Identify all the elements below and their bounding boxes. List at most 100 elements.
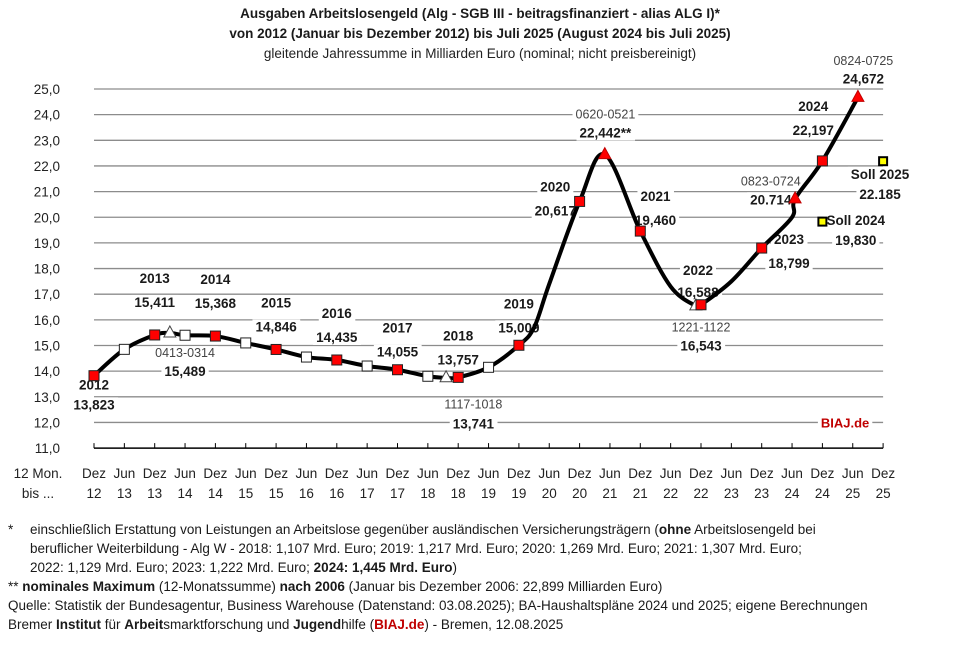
y-tick-label: 22,0: [34, 159, 60, 174]
x-tick-label-month: Dez: [264, 466, 288, 481]
annual-marker: [695, 299, 707, 311]
x-tick-label-year: 16: [299, 486, 314, 501]
target-marker: [878, 156, 889, 167]
annual-value-label: 14,435: [316, 330, 358, 345]
y-tick-label: 14,0: [34, 364, 60, 379]
x-tick-label-month: Dez: [568, 466, 592, 481]
label-background: [440, 328, 477, 344]
x-tick-label-month: Jun: [538, 466, 560, 481]
label-background: [313, 329, 361, 345]
y-tick-label: 20,0: [34, 210, 60, 225]
annual-year-label: 2019: [504, 296, 534, 311]
chart-title: Ausgaben Arbeitslosengeld (Alg - SGB III…: [240, 6, 720, 21]
x-tick-label-month: Jun: [113, 466, 135, 481]
annual-value-label: 18,799: [768, 256, 809, 271]
annual-marker: [634, 225, 646, 237]
extreme-value-label: 24,672: [843, 72, 884, 87]
midyear-marker: [179, 329, 191, 341]
extreme-period-label: 0620-0521: [576, 108, 636, 122]
annual-year-label: 2016: [322, 306, 353, 321]
x-tick-label-month: Jun: [781, 466, 803, 481]
annual-value-label: 13,823: [73, 397, 115, 412]
x-tick-label-year: 24: [815, 486, 831, 501]
x-tick-label-month: Jun: [660, 466, 682, 481]
label-background: [572, 107, 639, 122]
x-tick-label-month: Jun: [235, 466, 257, 481]
label-background: [795, 98, 832, 114]
midyear-marker: [300, 351, 312, 363]
label-background: [856, 186, 905, 202]
midyear-marker: [483, 361, 495, 373]
x-tick-label-year: 24: [785, 486, 801, 501]
label-background: [576, 125, 636, 141]
label-background: [637, 189, 674, 205]
extreme-marker: [788, 190, 802, 204]
x-tick-label-year: 18: [420, 486, 435, 501]
label-background: [70, 397, 119, 413]
label-background: [500, 296, 537, 312]
x-tick-label-year: 13: [117, 486, 132, 501]
x-tick-label-month: Dez: [82, 466, 106, 481]
x-tick-label-year: 20: [542, 486, 557, 501]
x-tick-label-month: Jun: [417, 466, 439, 481]
x-tick-label-year: 13: [147, 486, 162, 501]
y-tick-label: 19,0: [34, 236, 60, 251]
extreme-period-label: 1117-1018: [444, 397, 502, 411]
annual-value-label: 13,757: [438, 352, 479, 367]
annual-year-label: 2012: [79, 377, 109, 392]
x-tick-label-year: 15: [238, 486, 253, 501]
credit-line: Bremer Institut für Arbeitsmarktforschun…: [8, 617, 564, 632]
x-tick-label-month: Jun: [174, 466, 196, 481]
x-tick-label-month: Jun: [842, 466, 864, 481]
annual-year-label: 2020: [540, 179, 570, 194]
x-tick-label-month: Jun: [599, 466, 621, 481]
x-tick-label-month: Dez: [203, 466, 227, 481]
x-tick-label-year: 12: [86, 486, 101, 501]
x-tick-label-year: 15: [269, 486, 284, 501]
x-tick-label-year: 19: [511, 486, 526, 501]
biaj-link[interactable]: BIAJ.de: [374, 617, 425, 632]
x-tick-label-month: Dez: [325, 466, 349, 481]
label-background: [252, 319, 301, 335]
label-background: [737, 174, 804, 189]
label-background: [677, 338, 726, 354]
y-tick-label: 15,0: [34, 339, 60, 354]
x-tick-label-month: Jun: [356, 466, 378, 481]
annual-marker: [392, 364, 403, 376]
extreme-value-label: 15,489: [164, 364, 205, 379]
y-tick-label: 24,0: [34, 108, 60, 123]
annual-marker: [513, 339, 525, 351]
extreme-marker: [597, 146, 612, 160]
x-tick-label-year: 21: [602, 486, 617, 501]
x-tick-label-month: Dez: [385, 466, 409, 481]
y-axis-ticks: 11,0 12,0 13,0 14,0 15,0 16,0 17,0 18,0 19,0 20,0…: [34, 82, 60, 456]
x-tick-label-year: 16: [329, 486, 344, 501]
x-axis-label-2: bis ...: [22, 486, 54, 501]
annual-year-label: 2018: [443, 328, 474, 343]
target-marker: [817, 216, 828, 227]
y-tick-label: 18,0: [34, 262, 60, 277]
y-tick-label: 17,0: [34, 287, 60, 302]
label-background: [531, 203, 579, 219]
x-tick-label-month: Jun: [720, 466, 742, 481]
x-tick-label-month: Jun: [296, 466, 318, 481]
target-value-label: 22.185: [859, 187, 901, 202]
x-tick-label-year: 21: [633, 486, 648, 501]
extreme-marker: [851, 89, 865, 102]
x-tick-label-month: Jun: [478, 466, 500, 481]
x-axis: Dez 12 Jun 13 Dez 13 Jun 14 Dez 14 Jun 15 Dez 15 Jun 16…: [14, 443, 895, 501]
extreme-value-label: 20.714: [750, 192, 792, 207]
x-tick-label-year: 14: [178, 486, 194, 501]
extreme-marker: [439, 369, 453, 383]
extreme-period-label: 0824-0725: [833, 54, 893, 68]
annual-marker: [756, 242, 768, 254]
x-tick-label-year: 25: [845, 486, 860, 501]
annual-value-label: 15,411: [134, 295, 175, 310]
chart-subtitle: von 2012 (Januar bis Dezember 2012) bis …: [229, 26, 731, 41]
target-name-label: Soll 2024: [827, 213, 886, 228]
data-labels: 2012 13,823 2013 15,411 2014 15,368 2015 14,846…: [70, 53, 913, 432]
x-tick-label-month: Dez: [446, 466, 470, 481]
extreme-period-label: 1221-1122: [672, 321, 731, 335]
label-background: [537, 179, 574, 195]
label-background: [191, 296, 240, 312]
